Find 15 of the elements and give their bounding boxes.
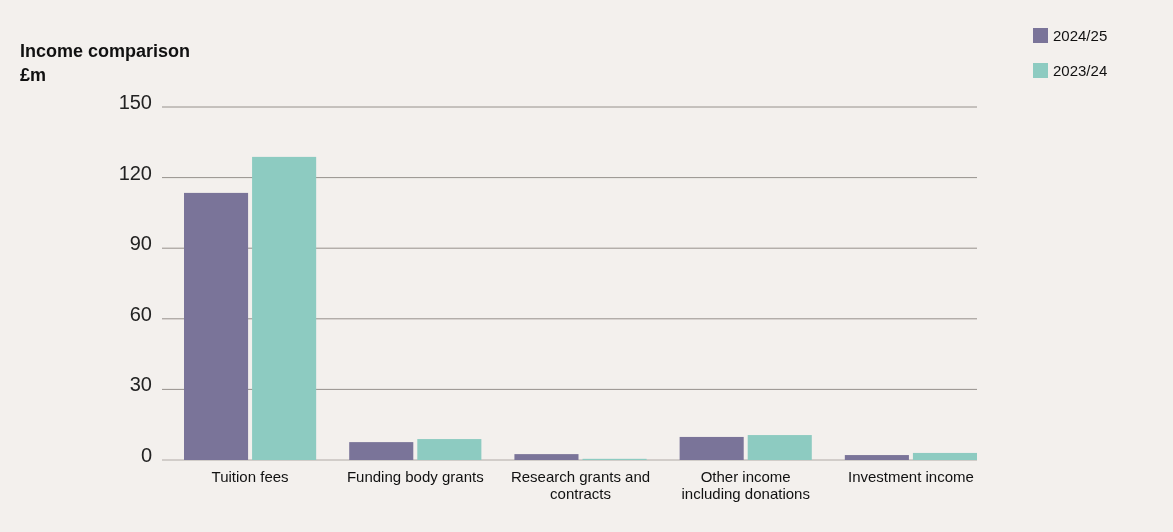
y-tick-label: 0 xyxy=(140,444,152,466)
y-tick-label: 60 xyxy=(129,302,152,325)
x-tick-label: Tuition fees xyxy=(211,468,289,485)
y-tick-label: 90 xyxy=(129,232,152,255)
x-tick-label: Research grants and contracts xyxy=(510,468,651,502)
y-tick-label: 120 xyxy=(118,161,152,184)
chart-title: Income comparison xyxy=(20,41,191,61)
x-tick-label: Investment income xyxy=(847,468,974,485)
x-tick-label: Funding body grants xyxy=(346,468,484,485)
y-tick-label: 30 xyxy=(129,373,152,396)
y-tick-label: 150 xyxy=(118,91,152,113)
legend-label: 2024/25 xyxy=(1053,27,1108,44)
legend-label: 2023/24 xyxy=(1053,62,1108,79)
x-tick-label: Other income including donations xyxy=(681,468,810,502)
y-axis-title: £m xyxy=(20,65,47,85)
